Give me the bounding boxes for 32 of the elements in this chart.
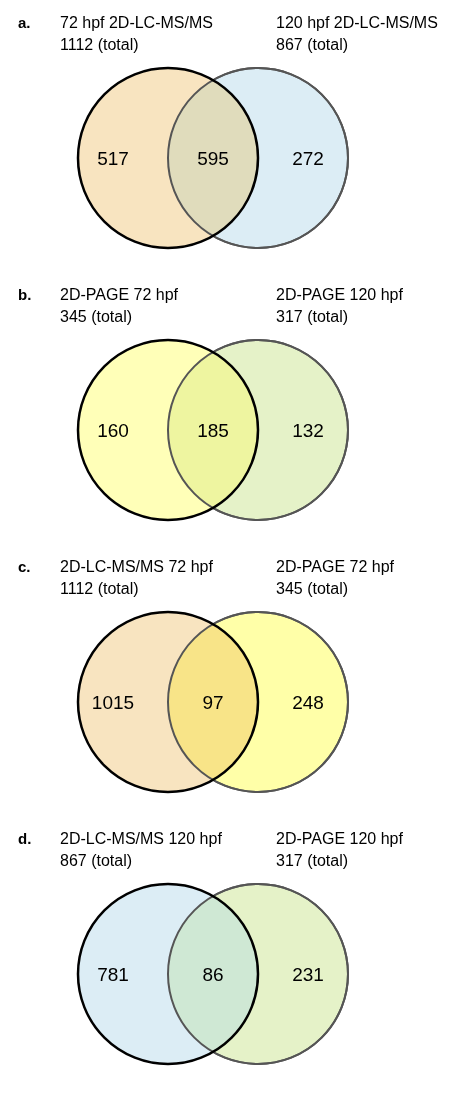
text: b. [18,286,32,303]
data-label: 132 [292,420,324,441]
text: 317 (total) [276,852,349,869]
text: 2D-LC-MS/MS 72 hpf [60,558,214,575]
text: 72 hpf 2D-LC-MS/MS [60,14,213,31]
data-label: 231 [292,964,324,985]
text: 120 hpf 2D-LC-MS/MS [276,14,438,31]
text: 2D-PAGE 72 hpf [60,286,179,303]
text: a. [18,14,31,31]
data-label: 595 [197,148,229,169]
text: c. [18,558,31,575]
data-label: 248 [292,692,324,713]
text: 317 (total) [276,308,349,325]
data-label: 781 [97,964,129,985]
data-label: 160 [97,420,129,441]
text: 2D-LC-MS/MS 120 hpf [60,830,223,847]
text: 2D-PAGE 120 hpf [276,286,404,303]
text: 867 (total) [276,36,349,53]
data-label: 185 [197,420,229,441]
data-label: 86 [202,964,224,985]
text: d. [18,830,32,847]
text: 867 (total) [60,852,133,869]
text: 2D-PAGE 120 hpf [276,830,404,847]
text: 1112 (total) [60,580,139,597]
text: 345 (total) [276,580,349,597]
data-label: 272 [292,148,324,169]
data-label: 1015 [91,692,135,713]
text: 345 (total) [60,308,133,325]
text: 2D-PAGE 72 hpf [276,558,395,575]
text: 1112 (total) [60,36,139,53]
data-label: 97 [202,692,224,713]
data-label: 517 [97,148,129,169]
